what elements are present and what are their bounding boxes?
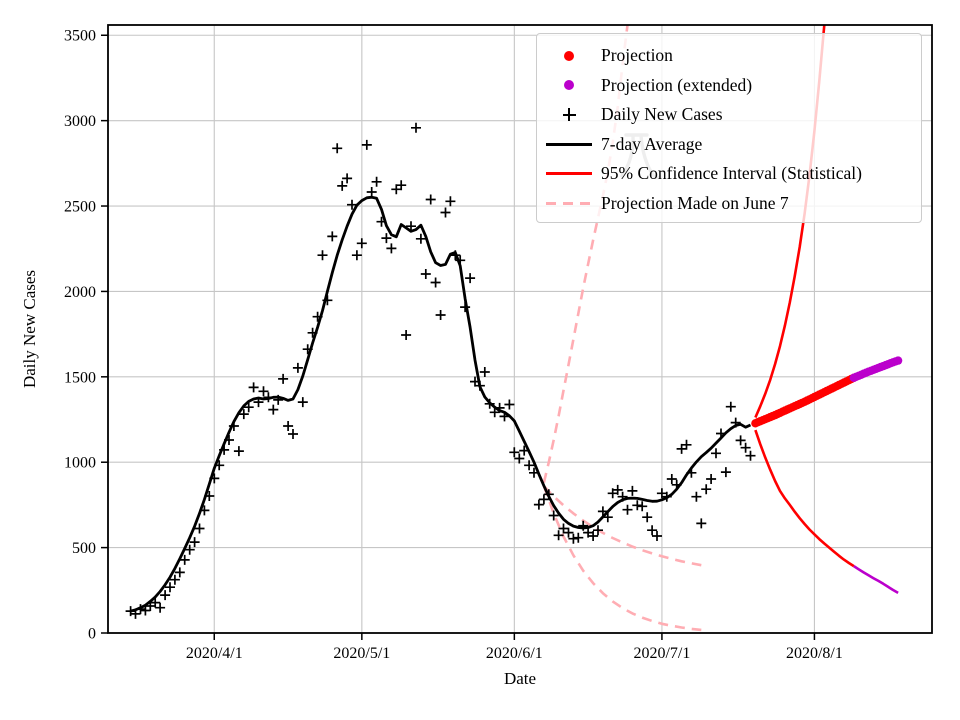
series-projection-made-on-june-7-upper-bound bbox=[542, 24, 629, 484]
legend-item-95-confidence-interval-statistical: 95% Confidence Interval (Statistical) bbox=[537, 159, 921, 189]
plus-marker-icon bbox=[537, 108, 601, 122]
x-tick-label: 2020/8/1 bbox=[786, 645, 843, 662]
legend-label: 7-day Average bbox=[601, 133, 703, 154]
y-tick-label: 0 bbox=[88, 626, 96, 643]
x-tick-label: 2020/7/1 bbox=[633, 645, 690, 662]
legend-label: 95% Confidence Interval (Statistical) bbox=[601, 163, 862, 183]
legend-item-daily-new-cases: Daily New Cases bbox=[537, 100, 921, 130]
series-projection-extended bbox=[849, 356, 903, 382]
legend-label: Projection (extended) bbox=[601, 74, 753, 95]
series-7-day-average bbox=[130, 195, 752, 613]
x-tick-label: 2020/6/1 bbox=[486, 645, 543, 662]
dot-marker-icon bbox=[537, 50, 601, 61]
y-tick-label: 2000 bbox=[64, 284, 96, 301]
legend-item-projection-extended: Projection (extended) bbox=[537, 71, 921, 101]
series-95-confidence-interval-lower-extended bbox=[853, 565, 899, 595]
y-tick-label: 3500 bbox=[64, 28, 96, 45]
dashed-line-marker-icon bbox=[537, 201, 601, 205]
axis-ticks: 2020/4/1 2020/5/1 2020/6/1 2020/7/1 2020/8/1… bbox=[64, 28, 843, 662]
series-projection bbox=[751, 373, 858, 428]
y-tick-label: 1500 bbox=[64, 369, 96, 386]
line-marker-icon bbox=[537, 172, 601, 176]
legend-item-projection: Projection bbox=[537, 41, 921, 71]
y-tick-label: 1000 bbox=[64, 455, 96, 472]
legend-label: Daily New Cases bbox=[601, 104, 723, 124]
legend: Projection Projection (extended) Daily New… bbox=[536, 33, 922, 223]
legend-item-projection-made-on-june-7: Projection Made on June 7 bbox=[537, 189, 921, 219]
y-axis-label: Daily New Cases bbox=[20, 269, 39, 389]
legend-label: Projection Made on June 7 bbox=[601, 192, 789, 213]
legend-label: Projection bbox=[601, 45, 673, 65]
series-projection-made-on-june-7-lower-bound bbox=[542, 485, 702, 632]
line-marker-icon bbox=[537, 142, 601, 146]
y-tick-label: 500 bbox=[72, 540, 96, 557]
plot-frame bbox=[107, 24, 933, 634]
x-tick-label: 2020/5/1 bbox=[333, 645, 390, 662]
y-tick-label: 2500 bbox=[64, 199, 96, 216]
series-daily-new-cases bbox=[125, 122, 756, 619]
x-tick-label: 2020/4/1 bbox=[186, 645, 243, 662]
series-projection-made-on-june-7-central bbox=[542, 485, 702, 567]
series-95-confidence-interval-lower bbox=[754, 429, 855, 568]
legend-item-7-day-average: 7-day Average bbox=[537, 130, 921, 160]
dot-marker-icon bbox=[537, 80, 601, 91]
x-axis-label: Date bbox=[503, 669, 537, 688]
y-tick-label: 3000 bbox=[64, 113, 96, 130]
